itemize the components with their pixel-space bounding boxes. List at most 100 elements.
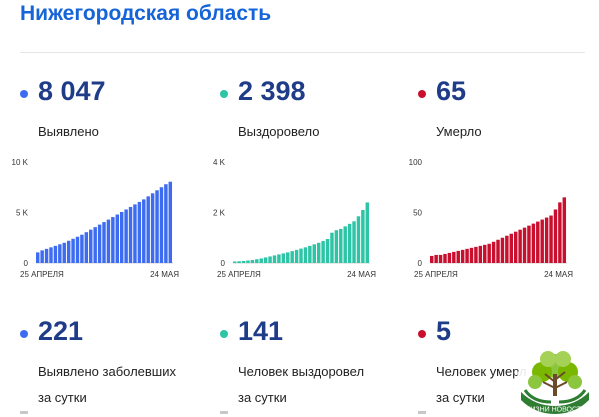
bar [558,202,562,263]
bar [339,228,343,263]
bar [496,239,500,263]
bar [106,219,111,263]
bar [102,222,106,263]
y-tick-label: 4 K [213,158,226,167]
bar [347,223,352,263]
bar [263,257,268,263]
bar [164,184,168,263]
bar [159,187,164,263]
y-tick-label: 10 K [12,158,29,167]
recovered-chart: 4 K 2 K 0 25 АПРЕЛЯ 24 МАЯ [213,158,376,279]
deaths-total-label: Умерло [436,124,482,139]
deaths-daily-label: Человек умерл за сутки [436,359,586,411]
y-tick-label: 0 [221,259,226,268]
bar [321,241,325,263]
bar [286,252,290,263]
detected-dot-icon [20,90,28,98]
bar [465,248,469,263]
y-tick-label: 0 [24,259,29,268]
bar [365,202,370,263]
bar [128,206,133,263]
bar [299,248,303,263]
bar [150,193,155,263]
bar [259,258,263,263]
bar [168,181,173,263]
bar [281,253,286,264]
bar [36,252,40,263]
bar [430,255,434,263]
bar [71,238,75,263]
y-tick-label: 5 K [16,209,29,218]
recovered-total-label: Выздоровело [238,124,320,139]
bar [246,260,250,263]
bar [434,254,438,263]
bar [549,215,553,263]
deaths-dot-icon [418,90,426,98]
bar [527,225,531,263]
recovered-daily-value: 141 [238,316,284,346]
bar [325,239,330,263]
bar [75,236,80,263]
bar [312,244,316,263]
deaths-daily-value: 5 [436,316,452,346]
deaths-daily-label-line2: за сутки [436,390,485,405]
bar [111,217,115,263]
recovered-daily-label-line2: за сутки [238,390,287,405]
bar [330,232,334,263]
bar [58,244,62,263]
bar [316,242,321,263]
bar [303,247,308,263]
bar [62,242,66,263]
bar [443,253,447,263]
bar [89,229,93,263]
bar [250,259,255,263]
bar [80,234,84,263]
bar [146,196,150,263]
bar [505,235,509,263]
bar [308,245,312,263]
next-row-marker [220,411,228,414]
recovered-daily-label-line1: Человек выздоровел [238,364,365,379]
bar [456,250,460,263]
bar [40,250,44,264]
detected-daily-label-line1: Выявлено заболевших [38,364,176,379]
bar [84,232,89,263]
detected-daily-label: Выявлено заболевших за сутки [38,359,188,411]
bar [233,261,237,263]
bar [483,244,487,263]
bar [562,197,567,263]
bar [44,248,49,263]
bar [93,227,97,263]
detected-daily-label-line2: за сутки [38,390,87,405]
bar [237,261,241,263]
bar [553,209,558,263]
logo-text: ЖИЗНИ НОВОСТИ [524,407,586,414]
bar [474,246,478,263]
recovered-daily-label: Человек выздоровел за сутки [238,359,388,411]
x-tick-label-end: 24 МАЯ [150,270,179,279]
detected-chart: 10 K 5 K 0 25 АПРЕЛЯ 24 МАЯ [12,158,180,279]
bar [97,224,102,263]
bar [491,241,496,263]
bar [255,259,259,263]
bar [540,219,544,263]
bar [268,256,272,264]
bar [343,226,347,263]
bar [352,221,356,263]
bar [522,227,527,263]
x-tick-label-end: 24 МАЯ [544,270,573,279]
bar [469,247,474,263]
bar [137,201,142,263]
header-divider [20,52,585,53]
bar [478,245,483,263]
y-tick-label: 100 [409,158,423,167]
bar [518,229,522,263]
bar [124,209,128,263]
detected-daily-dot-icon [20,330,28,338]
recovered-total-value: 2 398 [238,76,306,106]
bar [509,233,513,263]
bar [452,251,456,263]
bar [142,199,146,263]
bar [290,251,294,263]
y-tick-label: 0 [418,259,423,268]
